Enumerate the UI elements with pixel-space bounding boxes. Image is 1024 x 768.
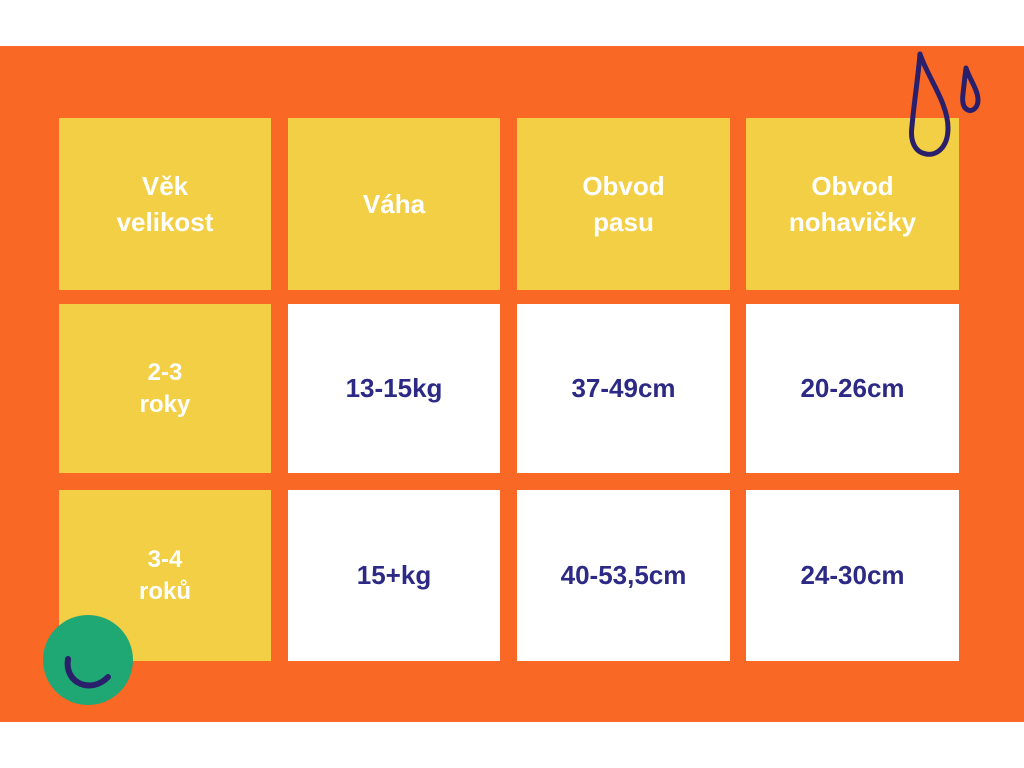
header-leg: Obvod nohavičky	[746, 118, 959, 290]
row-age: 2-3 roky	[59, 304, 271, 473]
water-drops-icon	[909, 51, 981, 157]
row-weight: 13-15kg	[288, 304, 500, 473]
age-label: 2-3 roky	[139, 358, 191, 418]
row-leg: 20-26cm	[746, 304, 959, 473]
header-label: Váha	[362, 189, 426, 219]
header-label: Obvod pasu	[582, 171, 665, 237]
row-waist: 37-49cm	[517, 304, 730, 473]
header-weight: Váha	[288, 118, 500, 290]
age-label: 3-4 roků	[138, 545, 191, 605]
header-age: Věk velikost	[59, 118, 271, 290]
header-label: Věk velikost	[116, 171, 214, 237]
header-label: Obvod nohavičky	[788, 171, 917, 237]
row-waist: 40-53,5cm	[517, 490, 730, 661]
row-leg: 24-30cm	[746, 490, 959, 661]
smile-circle-icon	[43, 615, 133, 705]
row-weight: 15+kg	[288, 490, 500, 661]
header-waist: Obvod pasu	[517, 118, 730, 290]
